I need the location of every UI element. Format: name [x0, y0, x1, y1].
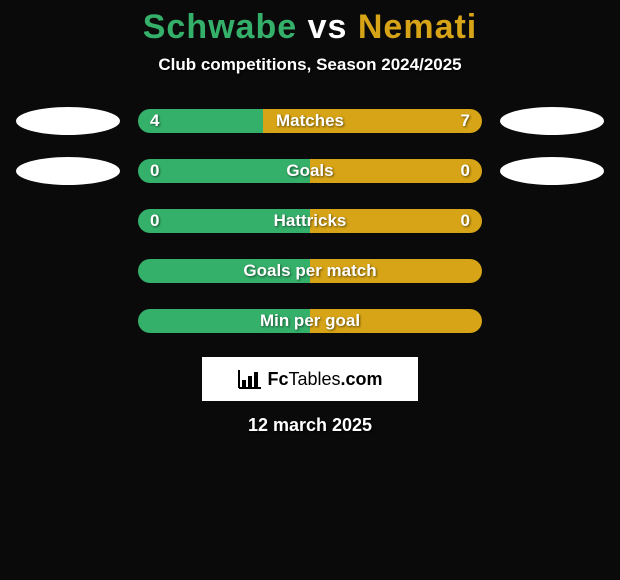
stat-rows: 4 7 Matches 0 0 Goals 0 0 Hattricks Goals per mat…	[0, 107, 620, 335]
title-right: Nemati	[358, 8, 477, 46]
title-vs: vs	[308, 8, 348, 46]
player-right-marker	[500, 157, 604, 185]
stat-bar: 4 7 Matches	[138, 109, 482, 133]
page-title: Schwabe vs Nemati	[0, 8, 620, 47]
stat-label: Hattricks	[274, 211, 347, 231]
logo-box: FcTables.com	[202, 357, 418, 401]
bar-chart-icon	[237, 368, 263, 390]
stat-bar: 0 0 Goals	[138, 159, 482, 183]
stat-row: 4 7 Matches	[0, 107, 620, 135]
stat-value-right: 7	[461, 111, 470, 131]
comparison-infographic: Schwabe vs Nemati Club competitions, Sea…	[0, 0, 620, 436]
stat-value-left: 0	[150, 211, 159, 231]
logo-text-b: Tables	[288, 369, 340, 389]
stat-row: Goals per match	[0, 257, 620, 285]
spacer	[16, 307, 120, 335]
stat-label: Min per goal	[260, 311, 360, 331]
player-left-marker	[16, 157, 120, 185]
player-left-marker	[16, 107, 120, 135]
stat-value-right: 0	[461, 161, 470, 181]
spacer	[16, 207, 120, 235]
player-right-marker	[500, 107, 604, 135]
spacer	[500, 307, 604, 335]
stat-bar-right-fill	[310, 159, 482, 183]
logo-text: FcTables.com	[267, 369, 382, 390]
stat-value-left: 0	[150, 161, 159, 181]
stat-label: Matches	[276, 111, 344, 131]
stat-bar: 0 0 Hattricks	[138, 209, 482, 233]
spacer	[500, 257, 604, 285]
spacer	[500, 207, 604, 235]
spacer	[16, 257, 120, 285]
stat-label: Goals per match	[243, 261, 376, 281]
title-left: Schwabe	[143, 8, 297, 46]
subtitle: Club competitions, Season 2024/2025	[0, 55, 620, 75]
stat-bar: Min per goal	[138, 309, 482, 333]
stat-label: Goals	[286, 161, 333, 181]
stat-row: 0 0 Goals	[0, 157, 620, 185]
logo-text-a: Fc	[267, 369, 288, 389]
stat-bar: Goals per match	[138, 259, 482, 283]
stat-row: Min per goal	[0, 307, 620, 335]
stat-row: 0 0 Hattricks	[0, 207, 620, 235]
stat-bar-left-fill	[138, 159, 310, 183]
logo-text-c: .com	[341, 369, 383, 389]
stat-value-left: 4	[150, 111, 159, 131]
stat-value-right: 0	[461, 211, 470, 231]
date: 12 march 2025	[0, 415, 620, 436]
